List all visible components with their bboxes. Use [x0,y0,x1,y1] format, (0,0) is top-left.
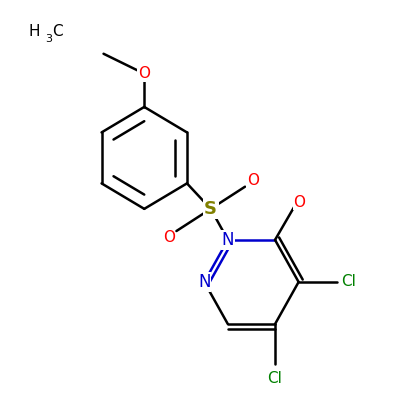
Text: Cl: Cl [341,274,356,290]
Text: C: C [52,24,63,39]
Text: S: S [204,200,217,218]
Text: O: O [138,66,150,81]
Text: O: O [294,195,306,210]
Text: O: O [247,172,259,188]
Text: 3: 3 [45,34,52,44]
Text: O: O [163,230,175,245]
Text: N: N [198,273,210,291]
Text: Cl: Cl [268,371,282,386]
Text: H: H [28,24,40,39]
Text: N: N [222,231,234,249]
